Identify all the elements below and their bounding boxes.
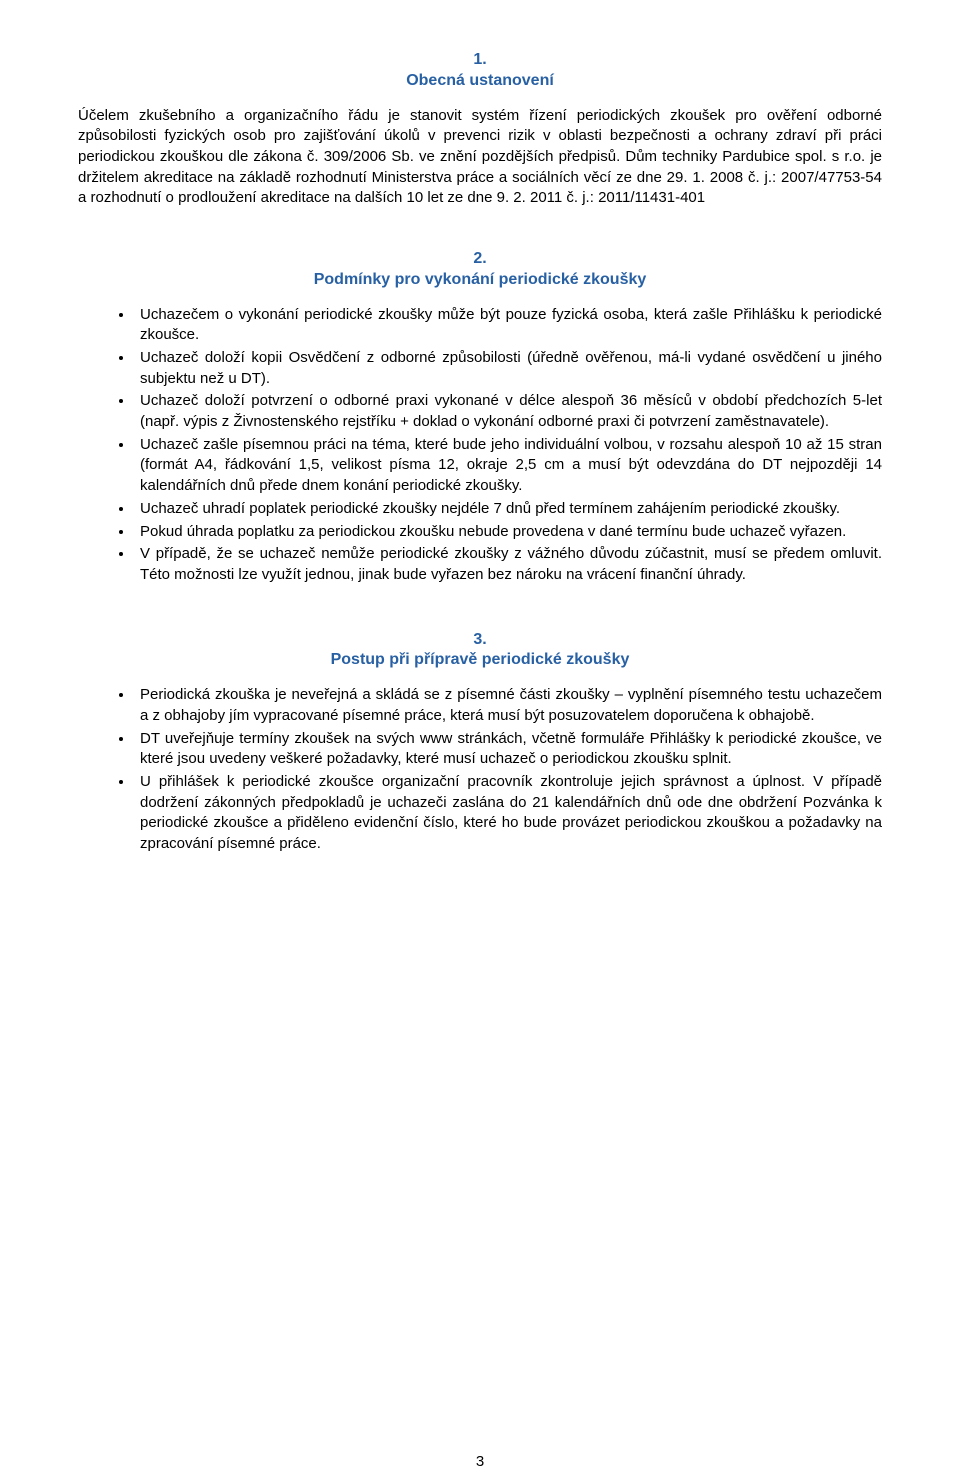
section-1-title: Obecná ustanovení xyxy=(78,71,882,92)
section-3-list: Periodická zkouška je neveřejná a skládá… xyxy=(78,685,882,855)
list-item: Pokud úhrada poplatku za periodickou zko… xyxy=(134,522,882,543)
section-3-number: 3. xyxy=(78,630,882,651)
list-item: Uchazeč uhradí poplatek periodické zkouš… xyxy=(134,499,882,520)
section-3-title: Postup při přípravě periodické zkoušky xyxy=(78,650,882,671)
list-item: DT uveřejňuje termíny zkoušek na svých w… xyxy=(134,729,882,770)
list-item: V případě, že se uchazeč nemůže periodic… xyxy=(134,544,882,585)
list-item: Uchazeč zašle písemnou práci na téma, kt… xyxy=(134,435,882,497)
list-item: Periodická zkouška je neveřejná a skládá… xyxy=(134,685,882,726)
section-2-list: Uchazečem o vykonání periodické zkoušky … xyxy=(78,305,882,586)
list-item: U přihlášek k periodické zkoušce organiz… xyxy=(134,772,882,855)
list-item: Uchazečem o vykonání periodické zkoušky … xyxy=(134,305,882,346)
list-item: Uchazeč doloží potvrzení o odborné praxi… xyxy=(134,391,882,432)
section-1-paragraph: Účelem zkušebního a organizačního řádu j… xyxy=(78,106,882,209)
page-number: 3 xyxy=(0,1453,960,1470)
document-page: 1. Obecná ustanovení Účelem zkušebního a… xyxy=(0,0,960,1484)
list-item: Uchazeč doloží kopii Osvědčení z odborné… xyxy=(134,348,882,389)
section-2-title: Podmínky pro vykonání periodické zkoušky xyxy=(78,270,882,291)
section-2-number: 2. xyxy=(78,249,882,270)
section-1-number: 1. xyxy=(78,50,882,71)
